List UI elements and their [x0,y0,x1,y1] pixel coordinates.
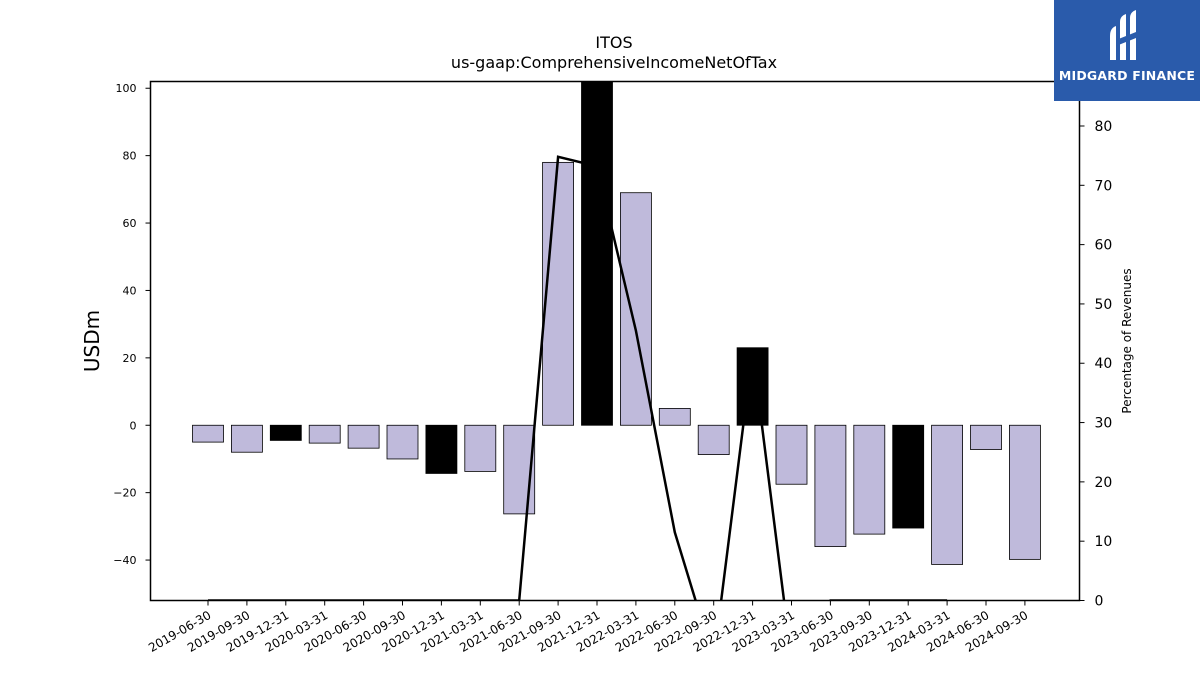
y2-tick-label: 20 [1095,475,1113,491]
bar-2019-06-30 [192,424,224,443]
bar-2020-09-30 [386,424,419,460]
y2-tick-label: 50 [1095,297,1113,313]
bar-2021-06-30 [503,424,536,515]
y2-tick-label: 40 [1095,356,1113,372]
y2-tick-label: 10 [1095,534,1113,550]
bar-2021-12-31 [581,81,613,426]
y-tick-label: −20 [113,487,136,500]
y2-tick-label: 30 [1095,416,1113,432]
y-tick-label: 60 [123,217,137,230]
y-tick-label: 80 [123,150,137,163]
y2-axis-label: Percentage of Revenues [1120,268,1134,413]
bar-2024-03-31 [931,424,963,565]
bar-2022-12-31 [736,347,769,426]
logo-text: MIDGARD FINANCE [1058,68,1196,83]
y2-tick-label: 70 [1095,178,1113,194]
bar-2024-09-30 [1009,424,1041,560]
bar-2020-03-31 [308,424,341,444]
y2-tick-label: 60 [1095,238,1113,254]
bar-2023-12-31 [892,424,925,529]
y-tick-label: 100 [116,82,137,95]
y2-tick-label: 0 [1095,594,1104,610]
bar-2022-09-30 [697,424,730,455]
bar-2019-12-31 [269,424,302,441]
bar-2020-12-31 [425,424,458,474]
chart-title: ITOS [595,33,632,52]
midgard-finance-logo: MIDGARD FINANCE [1054,0,1200,101]
bar-2022-06-30 [658,408,691,426]
bar-2023-06-30 [814,424,847,547]
bar-2019-09-30 [230,424,263,453]
y-tick-label: −40 [113,554,136,567]
y-tick-label: 40 [123,284,137,297]
chart-subtitle: us-gaap:ComprehensiveIncomeNetOfTax [451,53,777,72]
bar-2020-06-30 [347,424,380,449]
bar-2023-03-31 [775,424,808,485]
bar-2021-09-30 [542,161,574,426]
y2-tick-label: 80 [1095,119,1113,135]
y-tick-label: 0 [130,419,137,432]
bar-2023-09-30 [853,424,886,535]
bar-2021-03-31 [464,424,497,472]
midgard-logo-icon [1110,10,1136,60]
y-tick-label: 20 [123,352,137,365]
plot-frame [149,80,1081,602]
bar-2024-06-30 [970,424,1002,450]
y-axis-label: USDm [80,310,104,372]
percentage-of-revenues-line [208,157,1025,660]
